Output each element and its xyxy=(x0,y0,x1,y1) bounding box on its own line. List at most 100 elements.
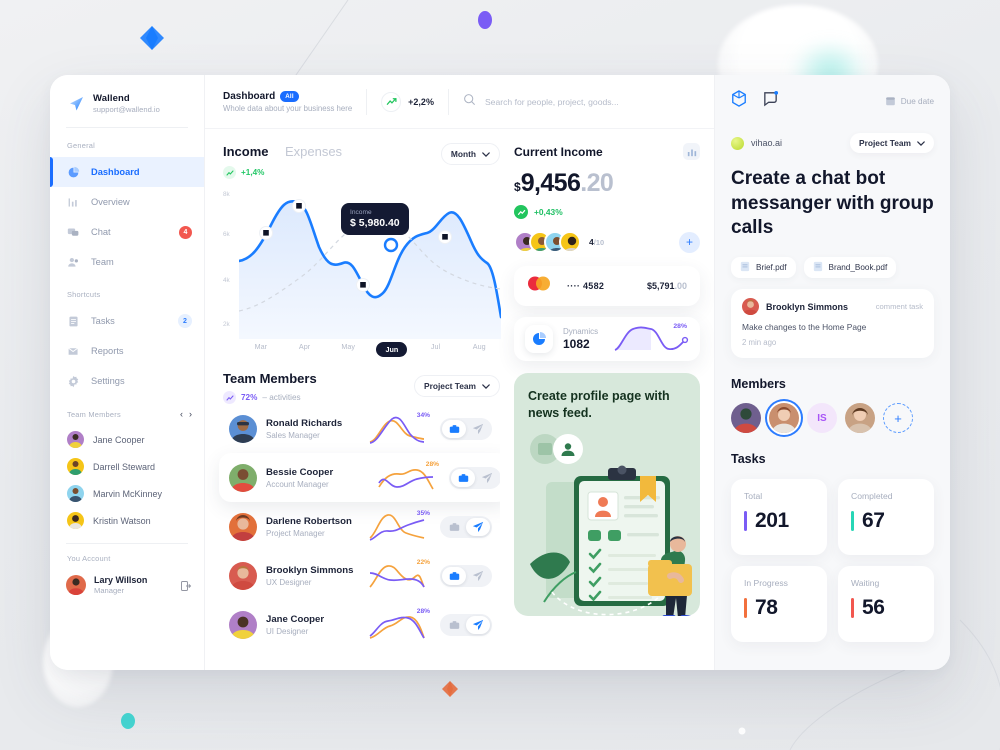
task-stat-card[interactable]: In Progress 78 xyxy=(731,566,827,643)
range-select[interactable]: Month xyxy=(440,143,500,165)
list-item-label: Kristin Watson xyxy=(93,515,151,526)
sidebar-item-tasks[interactable]: Tasks 2 xyxy=(50,306,204,336)
due-date[interactable]: Due date xyxy=(885,95,934,108)
sidebar-item-chat[interactable]: Chat 4 xyxy=(50,217,204,247)
member-role: Project Manager xyxy=(266,528,325,538)
brand[interactable]: Wallend support@wallend.io xyxy=(50,91,204,114)
income-summary-column: Current Income $ 9,456 .20 xyxy=(500,129,714,670)
task-stat-accent xyxy=(851,598,854,619)
promo-card[interactable]: Create profile page with news feed. xyxy=(514,373,700,616)
table-row[interactable]: Bessie Cooper Account Manager 28% xyxy=(219,453,509,502)
sidebar-item-label: Team xyxy=(91,257,114,267)
member-toggle[interactable] xyxy=(440,515,492,538)
task-stat-card[interactable]: Completed 67 xyxy=(838,479,934,556)
table-row[interactable]: Ronald Richards Sales Manager 34% xyxy=(223,404,500,453)
account-row[interactable]: Lary Willson Manager xyxy=(50,566,204,595)
avatar[interactable] xyxy=(731,403,761,434)
list-item[interactable]: Darrell Steward xyxy=(50,453,204,480)
cube-icon[interactable] xyxy=(731,90,747,112)
sidebar-team-members-header: Team Members ‹ › xyxy=(50,396,204,426)
avatar[interactable] xyxy=(845,403,875,434)
tooltip-value: $ 5,980.40 xyxy=(350,217,400,229)
chevron-left-icon[interactable]: ‹ xyxy=(180,409,183,419)
send-icon xyxy=(475,472,499,484)
avatar xyxy=(559,231,581,253)
people-count-total: /10 xyxy=(593,238,605,247)
mail-icon xyxy=(67,345,80,358)
org-avatar xyxy=(731,136,744,150)
send-icon xyxy=(466,615,490,634)
people-count-value: 4 xyxy=(589,237,594,247)
sidebar-item-team[interactable]: Team xyxy=(50,247,204,277)
add-member-button[interactable]: + xyxy=(883,403,913,434)
topbar-divider-2 xyxy=(447,88,449,115)
avatar-initials[interactable]: IS xyxy=(807,403,837,434)
comment-text: Make changes to the Home Page xyxy=(742,322,867,333)
table-row[interactable]: Jane Cooper UI Designer 28% xyxy=(223,600,500,649)
list-item[interactable]: Marvin McKinney xyxy=(50,480,204,507)
bar-chart-icon[interactable] xyxy=(683,143,700,160)
list-item[interactable]: Jane Cooper xyxy=(50,426,204,453)
topbar-divider xyxy=(366,88,368,115)
sidebar-item-dashboard[interactable]: Dashboard xyxy=(50,157,204,187)
chat-badge: 4 xyxy=(179,225,192,239)
sidebar-item-label: Chat xyxy=(91,227,111,237)
avatar-selected[interactable] xyxy=(769,403,799,434)
member-toggle[interactable] xyxy=(440,564,492,587)
avatar xyxy=(742,298,759,316)
tab-income[interactable]: Income xyxy=(223,144,269,159)
attachment-item[interactable]: Brand_Book.pdf xyxy=(803,257,897,279)
attachment-name: Brief.pdf xyxy=(756,263,787,273)
people-icon xyxy=(67,256,80,269)
clipboard-icon xyxy=(67,315,80,328)
briefcase-icon xyxy=(442,620,466,630)
table-row[interactable]: Darlene Robertson Project Manager 35% xyxy=(223,502,500,551)
task-stat-card[interactable]: Total 201 xyxy=(731,479,827,556)
comment-icon[interactable] xyxy=(762,90,779,112)
avatar xyxy=(229,561,257,590)
comment-author: Brooklyn Simmons xyxy=(766,301,849,312)
table-row[interactable]: Brooklyn Simmons UX Designer 22% xyxy=(223,551,500,600)
amount-integer: 9,456 xyxy=(520,169,581,197)
sidebar-item-settings[interactable]: Settings xyxy=(50,366,204,396)
member-name: Darlene Robertson xyxy=(266,515,352,527)
avatar xyxy=(229,610,257,639)
currency-symbol: $ xyxy=(514,180,521,194)
task-stat-card[interactable]: Waiting 56 xyxy=(838,566,934,643)
attachment-item[interactable]: Brief.pdf xyxy=(731,257,796,279)
sidebar-item-reports[interactable]: Reports xyxy=(50,336,204,366)
dynamics-card[interactable]: Dynamics 1082 28% xyxy=(514,317,700,361)
trend-up-icon xyxy=(514,205,528,219)
avatar-stack xyxy=(514,231,581,253)
y-axis-label: 6k xyxy=(223,231,230,238)
card-amount: $5,791.00 xyxy=(647,281,687,291)
member-sparkline: 28% xyxy=(377,461,439,495)
current-income-growth-value: +0,43% xyxy=(534,207,563,217)
x-axis-tick-selected[interactable]: Jun xyxy=(370,342,414,357)
search-input[interactable]: Search for people, project, goods... xyxy=(463,93,700,111)
tab-expenses[interactable]: Expenses xyxy=(284,144,343,159)
add-person-button[interactable]: + xyxy=(679,231,700,253)
sidebar-item-label: Dashboard xyxy=(91,167,140,177)
member-toggle[interactable] xyxy=(440,417,492,440)
logout-icon[interactable] xyxy=(180,579,192,591)
brand-name: Wallend xyxy=(93,93,130,104)
team-filter-select[interactable]: Project Team xyxy=(414,375,500,397)
income-header: Income Expenses +1,4% Month xyxy=(223,143,500,179)
member-toggle[interactable] xyxy=(449,466,501,489)
income-growth: +1,4% xyxy=(223,166,342,179)
member-name: Ronald Richards xyxy=(266,417,343,429)
payment-card[interactable]: ···· 4582 $5,791.00 xyxy=(514,266,700,306)
file-icon xyxy=(740,261,750,274)
project-team-select[interactable]: Project Team xyxy=(850,133,934,153)
chevron-right-icon[interactable]: › xyxy=(189,409,192,419)
current-income-header: Current Income xyxy=(514,143,700,160)
list-item[interactable]: Kristin Watson xyxy=(50,507,204,534)
task-stat-value: 201 xyxy=(755,509,789,533)
sidebar-item-overview[interactable]: Overview xyxy=(50,187,204,217)
member-toggle[interactable] xyxy=(440,613,492,636)
send-icon xyxy=(466,423,490,435)
briefcase-icon xyxy=(442,419,466,438)
brand-email: support@wallend.io xyxy=(93,105,160,114)
comment-card[interactable]: Brooklyn Simmons comment task Make chang… xyxy=(731,289,934,359)
